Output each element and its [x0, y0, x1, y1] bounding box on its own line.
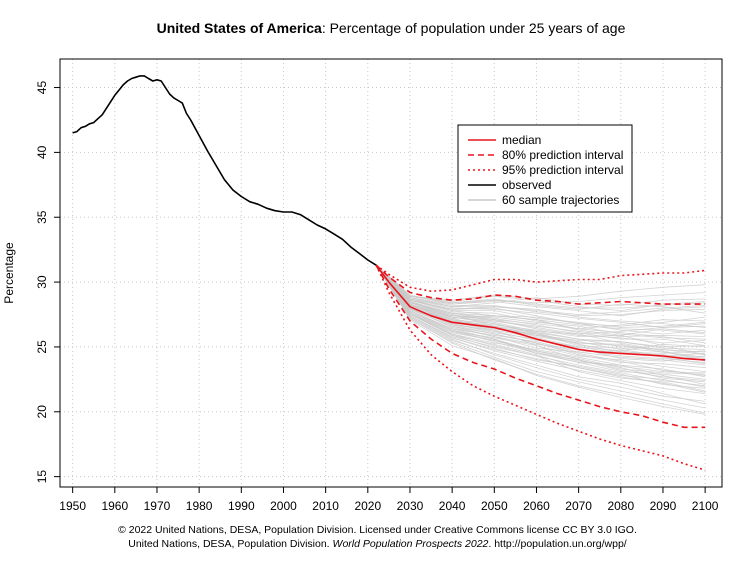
x-tick-label: 2060 [523, 499, 550, 513]
trajectory-line [375, 264, 706, 308]
trajectory-line [375, 264, 706, 414]
pi80-line [375, 264, 706, 429]
x-tick-label: 1980 [186, 499, 213, 513]
trajectory-line [375, 264, 706, 388]
pi95-line [375, 264, 706, 471]
series-lines [72, 75, 706, 471]
chart: United States of America: Percentage of … [2, 20, 723, 513]
y-tick-label: 15 [35, 470, 49, 484]
y-tick-label: 40 [35, 145, 49, 159]
trajectory-line [375, 264, 706, 340]
trajectory-line [375, 264, 706, 317]
trajectory-line [375, 264, 706, 344]
legend-label: 95% prediction interval [502, 163, 623, 177]
median-line [375, 264, 706, 361]
y-axis-label: Percentage [2, 242, 16, 304]
trajectory-line [375, 264, 706, 301]
x-tick-label: 2030 [397, 499, 424, 513]
y-tick-label: 25 [35, 340, 49, 354]
y-axis: 15 20 25 30 35 40 45 [35, 81, 60, 484]
x-tick-label: 2070 [565, 499, 592, 513]
trajectory-line [375, 264, 706, 328]
trajectory-line [375, 264, 706, 328]
trajectory-line [375, 264, 706, 393]
x-tick-label: 2000 [270, 499, 297, 513]
plot-frame [59, 58, 723, 488]
trajectory-line [375, 264, 706, 328]
x-tick-label: 1970 [144, 499, 171, 513]
footer-source-suffix: . http://population.un.org/wpp/ [488, 538, 627, 550]
x-tick-label: 1990 [228, 499, 255, 513]
trajectory-line [375, 264, 706, 344]
trajectory-line [375, 264, 706, 363]
footer-source-title: World Population Prospects 2022 [332, 538, 489, 550]
trajectory-line [375, 264, 706, 402]
x-axis: 1950 1960 1970 1980 1990 2000 2010 2020 2030 2040… [59, 487, 719, 513]
trajectory-line [375, 264, 706, 359]
y-tick-label: 20 [35, 405, 49, 419]
legend-label: median [502, 133, 541, 147]
chart-title-country: United States of America [157, 20, 322, 36]
x-tick-label: 2050 [481, 499, 508, 513]
trajectory-line [375, 264, 706, 415]
x-tick-label: 2010 [312, 499, 339, 513]
x-tick-label: 2090 [650, 499, 677, 513]
trajectory-line [375, 264, 706, 330]
y-tick-label: 30 [35, 275, 49, 289]
trajectory-line [375, 264, 706, 335]
y-tick-label: 45 [35, 81, 49, 95]
trajectory-line [375, 264, 706, 304]
grid [60, 59, 722, 487]
x-tick-label: 2080 [607, 499, 634, 513]
trajectory-line [375, 264, 706, 376]
trajectory-line [375, 264, 706, 374]
x-tick-label: 2100 [692, 499, 719, 513]
footer-source-prefix: United Nations, DESA, Population Divisio… [128, 538, 333, 550]
footer-copyright: © 2022 United Nations, DESA, Population … [118, 524, 637, 536]
pi95-line [375, 264, 706, 292]
trajectory-line [375, 264, 706, 381]
chart-title: United States of America: Percentage of … [157, 20, 626, 36]
legend-label: 80% prediction interval [502, 148, 623, 162]
x-tick-label: 2040 [439, 499, 466, 513]
trajectory-line [375, 264, 706, 315]
chart-title-rest: : Percentage of population under 25 year… [322, 20, 626, 36]
x-tick-label: 2020 [354, 499, 381, 513]
trajectory-line [375, 264, 706, 338]
trajectory-line [375, 264, 706, 348]
pi80-line [375, 264, 706, 305]
legend-label: observed [502, 178, 551, 192]
footer-source: United Nations, DESA, Population Divisio… [0, 538, 755, 550]
legend-label: 60 sample trajectories [502, 193, 619, 207]
trajectory-line [375, 264, 706, 309]
x-tick-label: 1950 [59, 499, 86, 513]
trajectory-line [375, 264, 706, 357]
y-tick-label: 35 [35, 210, 49, 224]
observed-line [72, 75, 377, 266]
x-tick-label: 1960 [101, 499, 128, 513]
